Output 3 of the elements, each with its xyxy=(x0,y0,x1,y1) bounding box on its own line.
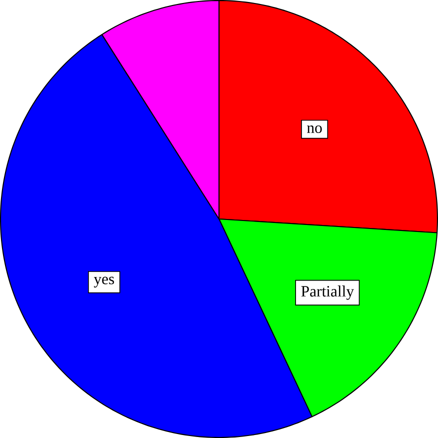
slice-label: Partially xyxy=(301,286,354,300)
slice-label: no xyxy=(307,126,322,134)
slice-label: yes xyxy=(94,276,114,288)
